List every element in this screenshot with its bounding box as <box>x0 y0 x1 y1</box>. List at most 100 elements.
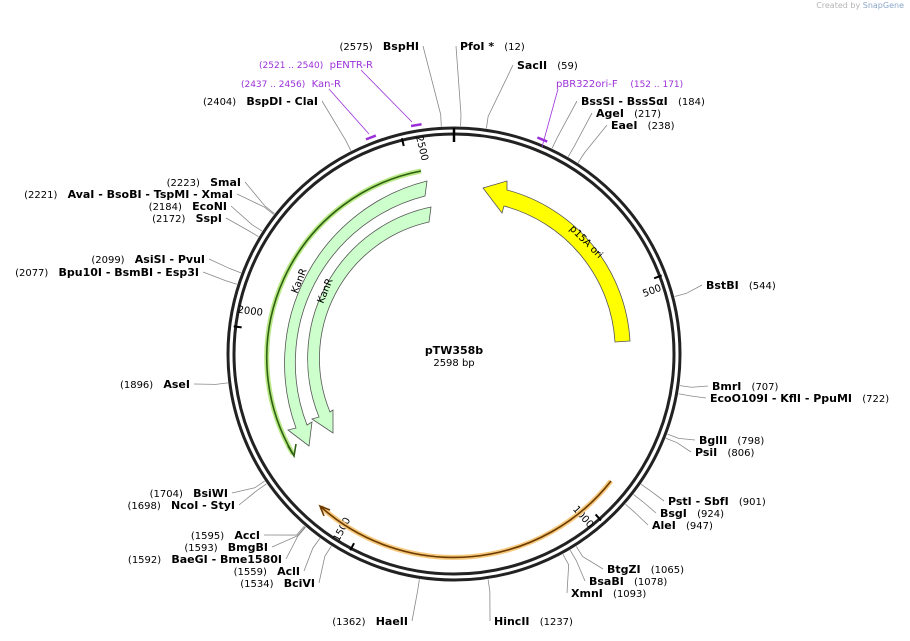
primer-kan-r: (2437 .. 2456) Kan-R <box>241 79 377 141</box>
site-position: (2221) <box>24 190 57 201</box>
primer-pbr322ori-f: pBR322ori-F (152 .. 171) <box>536 79 683 148</box>
site-name: SspI <box>196 212 222 225</box>
site-name: AseI <box>163 378 190 391</box>
tick-mark <box>233 325 242 329</box>
site-name: BspHI <box>383 40 419 53</box>
restriction-sites: (2575) BspHI PfoI * (12)SacII (59)BssSI -… <box>15 35 889 629</box>
feature-orange-strand <box>320 480 612 559</box>
site-agei: AgeI (217) <box>567 107 661 157</box>
primer-range: (152 .. 171) <box>630 80 683 90</box>
site-name: AccI <box>234 529 260 542</box>
site-position: (238) <box>648 121 675 132</box>
site-leader-line <box>236 193 274 215</box>
site-btgzi: BtgZI (1065) <box>575 546 684 576</box>
site-leader-line <box>225 217 259 238</box>
site-name: EcoO109I - KflI - PpuMI <box>710 392 852 405</box>
feature-p15a-ori <box>482 180 631 343</box>
site-leader-line <box>674 284 703 297</box>
site-position: (1595) <box>191 531 224 542</box>
feature-orange-highlight <box>319 479 613 560</box>
site-name: AvaI - BsoBI - TspMI - XmaI <box>68 188 233 201</box>
tick-label: 2000 <box>237 305 264 319</box>
site-position: (217) <box>634 109 661 120</box>
site-name: BaeGI - Bme1580I <box>171 553 282 566</box>
site-position: (1534) <box>240 579 273 590</box>
site-leader-line <box>318 545 332 584</box>
site-name: AsiSI - PvuI <box>135 253 205 266</box>
site-position: (544) <box>749 281 776 292</box>
site-bsphi: (2575) BspHI <box>339 40 442 127</box>
site-position: (1896) <box>120 380 153 391</box>
site-leader-line <box>193 382 228 385</box>
site-name: AclI <box>277 565 300 578</box>
primer-name: pBR322ori-F <box>556 79 618 90</box>
site-label: AleI (947) <box>652 514 713 533</box>
site-position: (1078) <box>634 577 667 588</box>
site-name: BsaBI <box>589 575 624 588</box>
primer-name: Kan-R <box>312 79 341 90</box>
site-bcivi: (1534) BciVI <box>240 545 332 591</box>
site-label: XmnI (1093) <box>571 582 646 601</box>
site-name: AgeI <box>596 107 624 120</box>
site-leader-line <box>640 483 665 502</box>
site-bsiwi: (1704) BsiWI <box>150 480 265 501</box>
feature-kanr-highlight <box>264 168 422 456</box>
site-asei: (1896) AseI <box>120 378 228 391</box>
site-name: PstI - SbfI <box>668 495 729 508</box>
primer-range: (2437 .. 2456) <box>241 80 305 90</box>
site-name: BsgI <box>660 507 687 520</box>
site-bsgi: BsgI (924) <box>633 494 724 520</box>
site-position: (947) <box>686 521 713 532</box>
tick-mark <box>400 137 405 147</box>
site-leader-line <box>567 112 593 157</box>
site-position: (1065) <box>651 565 684 576</box>
primer-leader-line <box>328 88 370 135</box>
site-leader-line <box>231 480 265 494</box>
site-label: BsaBI (1078) <box>589 570 667 589</box>
site-leader-line <box>244 181 275 214</box>
primer-label: pBR322ori-F (152 .. 171) <box>556 79 683 90</box>
site-label: (1704) BsiWI <box>150 482 228 501</box>
site-leader-line <box>238 483 267 506</box>
site-bmri: BmrI (707) <box>679 380 779 393</box>
site-name: BspDI - ClaI <box>246 95 318 108</box>
site-position: (59) <box>557 61 578 72</box>
site-name: HincII <box>494 615 530 628</box>
primer-name: pENTR-R <box>330 60 373 71</box>
site-position: (1698) <box>128 501 161 512</box>
site-leader-line <box>678 393 707 399</box>
site-position: (1592) <box>128 555 161 566</box>
site-label: PfoI * (12) <box>460 35 525 54</box>
primer-leader-line <box>541 88 559 148</box>
site-label: (1592) BaeGI - Bme1580I <box>128 548 282 567</box>
site-label: (2221) AvaI - BsoBI - TspMI - XmaI <box>24 183 233 202</box>
site-leader-line <box>486 64 514 129</box>
site-pfoi: PfoI * (12) <box>455 35 525 127</box>
site-label: SacII (59) <box>517 54 578 73</box>
site-position: (2172) <box>152 214 185 225</box>
site-label: (1362) HaeII <box>332 610 408 629</box>
site-position: (12) <box>504 42 525 53</box>
site-name: EcoNI <box>192 200 227 213</box>
site-label: BstBI (544) <box>706 274 776 293</box>
site-label: (1595) AccI <box>191 524 260 543</box>
site-label: EcoO109I - KflI - PpuMI (722) <box>710 387 889 406</box>
site-leader-line <box>208 258 242 274</box>
site-ecoo109i: EcoO109I - KflI - PpuMI (722) <box>678 387 889 406</box>
site-bglii: BglII (798) <box>667 433 764 447</box>
site-leader-line <box>202 271 238 285</box>
site-label: (2184) EcoNI <box>149 195 227 214</box>
tick-mark <box>349 542 355 551</box>
site-leader-line <box>551 100 578 149</box>
site-label: (1534) BciVI <box>240 572 315 591</box>
site-label: (1698) NcoI - StyI <box>128 494 235 513</box>
primer-label: (2437 .. 2456) Kan-R <box>241 79 341 90</box>
site-bpu10i: (2077) Bpu10I - BsmBI - Esp3I <box>15 266 238 285</box>
site-leader-line <box>271 526 306 548</box>
site-leader-line <box>263 525 305 536</box>
site-position: (901) <box>739 497 766 508</box>
site-bmgbi: (1593) BmgBI <box>184 526 306 554</box>
site-smai: (2223) SmaI <box>167 176 275 214</box>
site-sspi: (2172) SspI <box>152 212 259 238</box>
feature-kanr-strand-arrowhead <box>287 443 297 459</box>
